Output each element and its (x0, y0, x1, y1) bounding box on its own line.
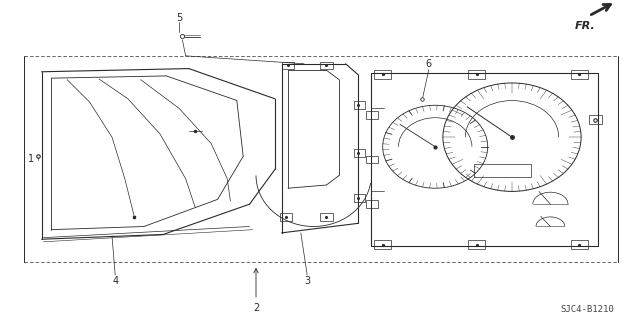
Bar (571, 240, 588, 249)
Bar (571, 70, 588, 79)
Bar (366, 111, 378, 119)
Bar (589, 115, 602, 124)
Text: 6: 6 (426, 59, 432, 69)
Text: 2: 2 (253, 303, 259, 313)
Bar (320, 62, 333, 69)
Text: FR.: FR. (575, 21, 596, 31)
Text: 3: 3 (304, 276, 310, 286)
Bar (374, 70, 391, 79)
Bar (366, 200, 378, 208)
Bar (280, 213, 292, 221)
Bar (320, 213, 333, 221)
Text: 5: 5 (176, 12, 182, 23)
Bar (354, 194, 365, 202)
Bar (468, 70, 485, 79)
Text: 1: 1 (28, 154, 34, 165)
Text: SJC4-B1210: SJC4-B1210 (561, 305, 614, 314)
Bar (374, 240, 391, 249)
Bar (282, 62, 294, 69)
Bar (371, 73, 598, 246)
Bar (474, 164, 531, 177)
Bar (354, 101, 365, 109)
Bar (354, 149, 365, 157)
Text: 4: 4 (112, 276, 118, 286)
Bar (468, 240, 485, 249)
Bar (366, 156, 378, 163)
